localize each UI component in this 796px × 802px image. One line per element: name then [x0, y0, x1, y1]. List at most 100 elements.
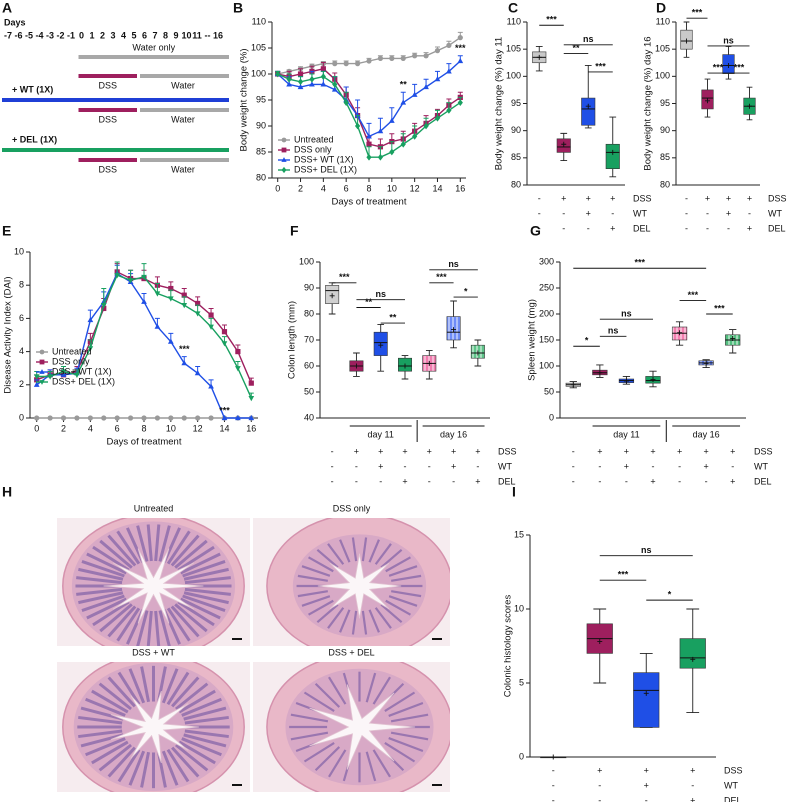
box: [679, 638, 706, 669]
data-point: [389, 55, 395, 62]
crypt: [351, 537, 358, 562]
condition-value: +: [597, 446, 602, 456]
data-point: [332, 61, 338, 67]
y-tick-label: 6: [19, 313, 24, 323]
significance-label: ***: [688, 290, 699, 300]
crypt: [166, 671, 190, 706]
y-tick-label: 95: [256, 94, 266, 104]
y-axis-label: Body weight change (%) day 16: [643, 36, 654, 170]
box: [633, 672, 660, 728]
section-title: DSS only: [333, 503, 371, 513]
significance-label: ns: [641, 545, 652, 555]
treatment-bar: [2, 148, 229, 152]
legend-marker: [281, 166, 287, 174]
crypt: [78, 567, 124, 581]
crypt: [290, 731, 329, 741]
mean-marker: [747, 103, 752, 109]
significance-label: *: [464, 286, 468, 296]
data-point: [366, 133, 372, 139]
condition-value: -: [428, 476, 431, 486]
y-tick-label: 90: [304, 282, 314, 292]
data-point: [400, 55, 406, 62]
crypt: [177, 545, 215, 572]
crypt: [374, 543, 392, 565]
error-bar: [114, 261, 120, 276]
x-tick-label: 16: [455, 183, 465, 193]
y-tick-label: 80: [256, 172, 266, 182]
histology-image: [57, 662, 250, 792]
data-point: [377, 55, 384, 62]
significance-label: ***: [455, 43, 466, 53]
condition-value: +: [354, 446, 359, 456]
y-tick-label: 40: [304, 412, 314, 422]
data-point: [423, 53, 429, 59]
crypt: [183, 591, 229, 605]
data-point: [446, 107, 452, 114]
condition-value: +: [650, 446, 655, 456]
condition-value: +: [561, 193, 566, 203]
panel-letter: G: [530, 223, 541, 239]
data-point: [331, 86, 338, 92]
x-tick-label: 4: [321, 183, 326, 193]
y-tick-label: 5: [519, 677, 524, 687]
group-label: day 11: [368, 429, 394, 439]
crypt: [290, 713, 329, 723]
data-point: [366, 58, 372, 64]
data-point: [87, 415, 93, 421]
group-label: day 16: [440, 429, 467, 439]
data-point: [60, 369, 67, 375]
crypt: [351, 610, 358, 635]
dss-bar: [78, 158, 137, 162]
data-point: [248, 396, 255, 402]
condition-value: +: [378, 446, 383, 456]
crypt: [170, 534, 200, 567]
crypt: [308, 599, 334, 616]
data-point: [434, 114, 441, 122]
day-label: -6: [14, 30, 22, 40]
data-point: [366, 153, 372, 161]
y-tick-label: 4: [19, 346, 24, 356]
significance-label: **: [400, 80, 408, 90]
condition-value: -: [685, 193, 688, 203]
dss-label: DSS: [98, 114, 117, 124]
data-point: [221, 329, 228, 335]
crypt: [184, 729, 229, 739]
crypt: [297, 590, 328, 598]
condition-value: -: [685, 208, 688, 218]
crypt: [339, 609, 351, 633]
panel-letter: A: [2, 0, 12, 16]
day-label: -3: [46, 30, 54, 40]
significance-label: ***: [714, 303, 725, 313]
y-tick-label: 100: [506, 71, 521, 81]
y-tick-label: 110: [656, 16, 670, 26]
significance-label: ns: [375, 289, 386, 299]
day-label: 3: [110, 30, 115, 40]
crypt: [154, 610, 161, 646]
condition-value: -: [598, 780, 601, 790]
mean-marker: [623, 378, 629, 384]
data-point: [74, 415, 80, 421]
significance-label: ns: [621, 309, 632, 319]
crypt: [308, 556, 334, 573]
legend-marker: [39, 349, 45, 355]
data-point: [377, 128, 384, 134]
condition-value: -: [727, 223, 730, 233]
crypt: [297, 574, 328, 582]
water-label: Water: [171, 114, 195, 124]
y-tick-label: 60: [304, 360, 314, 370]
x-tick-label: 10: [387, 183, 397, 193]
crypt: [183, 706, 227, 721]
data-point: [297, 78, 304, 86]
data-point: [208, 324, 214, 330]
crypt: [98, 743, 132, 772]
condition-value: +: [610, 223, 615, 233]
crypt: [368, 609, 380, 633]
legend-label: DSS+ DEL (1X): [52, 376, 115, 386]
crypt: [327, 607, 345, 629]
data-point: [412, 133, 418, 140]
days-title: Days: [4, 17, 26, 27]
mean-marker: [597, 370, 603, 376]
significance-label: ns: [583, 34, 594, 44]
x-tick-label: 12: [410, 183, 420, 193]
condition-value: -: [331, 461, 334, 471]
